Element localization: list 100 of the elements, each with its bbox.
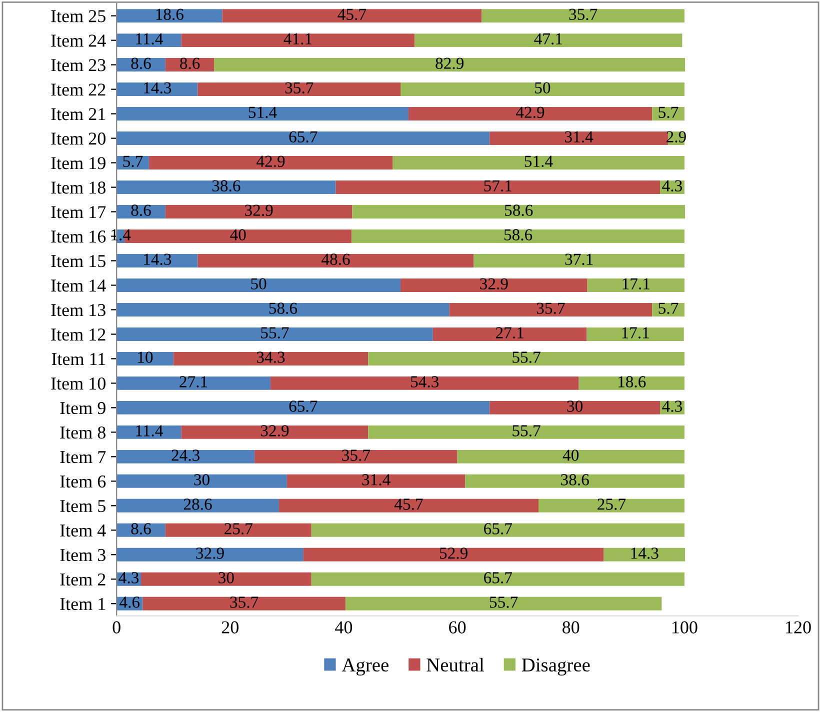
bar: [586, 327, 684, 341]
data-label: 45.7: [394, 498, 423, 510]
data-label: 35.7: [230, 596, 258, 608]
bar: [116, 376, 270, 390]
data-label: 32.9: [260, 425, 289, 436]
bar: [116, 327, 433, 341]
bar: [116, 278, 401, 292]
data-label: 50: [535, 82, 550, 94]
bar: [142, 596, 346, 610]
bar: [181, 34, 415, 48]
x-tick-label: 120: [786, 621, 811, 634]
bar: [116, 352, 174, 366]
data-label: 8.6: [180, 58, 200, 70]
data-label: 52.9: [440, 548, 468, 559]
y-tick-label: Item 22: [51, 84, 106, 96]
data-label: 4.3: [662, 180, 682, 192]
y-tick-label: Item 13: [51, 304, 106, 316]
legend-label: Disagree: [522, 658, 590, 676]
data-label: 14.3: [144, 254, 172, 265]
data-label: 11.4: [136, 425, 163, 436]
data-label: 8.6: [131, 204, 151, 216]
bar: [336, 180, 660, 194]
bar: [400, 278, 588, 292]
data-label: 50: [251, 278, 266, 290]
data-label: 8.6: [131, 523, 151, 534]
data-label: 51.4: [248, 106, 277, 118]
bar: [432, 327, 587, 341]
data-label: 5.7: [658, 302, 678, 314]
data-label: 55.7: [512, 425, 540, 436]
bar: [116, 400, 490, 414]
bar: [652, 107, 684, 121]
data-label: 57.1: [484, 180, 512, 192]
data-label: 65.7: [484, 572, 512, 584]
data-label: 4.3: [118, 572, 139, 584]
data-label: 37.1: [565, 254, 593, 265]
bar: [490, 132, 668, 146]
y-tick-label: Item 21: [51, 108, 106, 120]
data-label: 47.1: [534, 33, 562, 45]
bar: [173, 352, 368, 366]
bar: [116, 474, 287, 488]
bar: [116, 450, 255, 464]
bar: [408, 107, 652, 121]
y-tick-label: Item 16: [51, 230, 106, 243]
data-label: 5.7: [658, 106, 678, 118]
data-label: 51.4: [524, 156, 553, 168]
bar: [141, 572, 312, 586]
bar: [414, 34, 682, 48]
data-label: 18.6: [156, 8, 184, 20]
y-tick-label: Item 17: [51, 206, 106, 218]
data-label: 55.7: [512, 352, 540, 363]
bar: [116, 82, 198, 96]
y-tick-label: Item 25: [51, 10, 106, 22]
bar: [465, 474, 684, 488]
data-label: 40: [562, 450, 579, 461]
bar: [116, 302, 450, 316]
bar: [270, 376, 579, 390]
data-label: 58.6: [505, 204, 533, 216]
data-label: 65.7: [289, 400, 318, 412]
bar: [198, 254, 474, 268]
data-label: 18.6: [618, 376, 646, 388]
data-label: 8.6: [131, 58, 151, 70]
data-label: 42.9: [256, 156, 285, 168]
bar: [116, 254, 198, 268]
data-label: 1.4: [112, 229, 131, 240]
data-label: 25.7: [598, 498, 626, 510]
data-label: 38.6: [212, 180, 240, 192]
data-label: 27.1: [496, 327, 524, 338]
bar: [198, 82, 401, 96]
data-label: 30: [218, 572, 234, 584]
data-label: 32.9: [245, 204, 273, 216]
y-tick-label: Item 7: [60, 451, 106, 464]
bar: [303, 548, 604, 562]
x-tick-label: 80: [562, 621, 580, 634]
bar: [116, 180, 336, 194]
bar: [116, 523, 166, 537]
bar: [352, 205, 686, 218]
data-label: 27.1: [180, 376, 208, 388]
data-label: 14.3: [631, 548, 658, 559]
data-label: 48.6: [322, 254, 350, 265]
data-label: 32.9: [196, 548, 224, 559]
bar: [368, 425, 684, 439]
x-tick-label: 100: [672, 621, 698, 634]
data-label: 65.7: [484, 523, 512, 534]
bar: [254, 450, 458, 464]
y-tick-label: Item 24: [51, 34, 106, 47]
y-tick-label: Item 10: [51, 377, 106, 390]
y-tick-label: Item 14: [51, 280, 106, 292]
data-label: 17.1: [622, 327, 649, 338]
bar: [165, 58, 214, 72]
data-label: 35.7: [285, 82, 314, 94]
data-label: 41.1: [284, 33, 312, 45]
bar: [400, 82, 684, 96]
bar: [352, 230, 684, 243]
data-label: 5.7: [123, 156, 143, 168]
y-tick-label: Item 15: [51, 255, 106, 268]
y-tick-label: Item 23: [51, 59, 106, 72]
bar: [482, 9, 684, 23]
bar: [474, 254, 684, 268]
data-label: 11.4: [136, 33, 163, 45]
y-tick-label: Item 19: [51, 157, 106, 170]
